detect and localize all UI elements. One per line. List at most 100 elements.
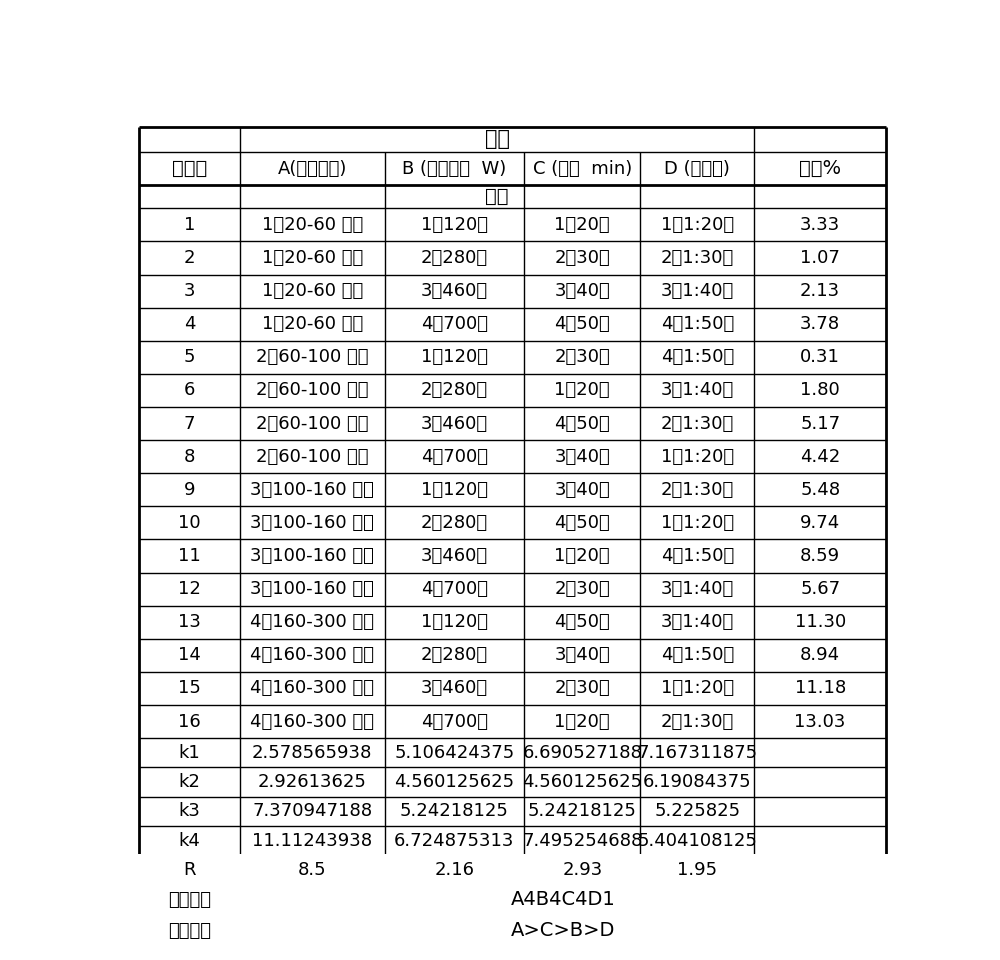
Text: 1（20）: 1（20） xyxy=(554,381,610,399)
Text: 4（160-300 目）: 4（160-300 目） xyxy=(250,646,374,664)
Text: A4B4C4D1: A4B4C4D1 xyxy=(511,890,615,909)
Text: 3（1:40）: 3（1:40） xyxy=(661,580,734,598)
Text: 6.690527188: 6.690527188 xyxy=(522,744,642,762)
Text: 4（50）: 4（50） xyxy=(554,415,610,433)
Text: B (微波功率  W): B (微波功率 W) xyxy=(402,159,507,178)
Text: 4（1:50）: 4（1:50） xyxy=(661,547,734,565)
Text: 11.30: 11.30 xyxy=(795,613,846,632)
Text: 1（1:20）: 1（1:20） xyxy=(661,216,734,234)
Text: 2（60-100 目）: 2（60-100 目） xyxy=(256,415,368,433)
Text: 1（120）: 1（120） xyxy=(421,481,488,499)
Text: 2（1:30）: 2（1:30） xyxy=(661,415,734,433)
Text: 7.167311875: 7.167311875 xyxy=(637,744,757,762)
Text: 5.24218125: 5.24218125 xyxy=(400,803,509,820)
Text: 4（1:50）: 4（1:50） xyxy=(661,348,734,367)
Text: k1: k1 xyxy=(178,744,200,762)
Text: 16: 16 xyxy=(178,712,201,731)
Text: 4.560125625: 4.560125625 xyxy=(394,773,514,791)
Text: 1（120）: 1（120） xyxy=(421,348,488,367)
Text: 试验号: 试验号 xyxy=(172,159,207,179)
Text: 4（700）: 4（700） xyxy=(421,580,488,598)
Text: 3（460）: 3（460） xyxy=(421,282,488,300)
Text: 6.724875313: 6.724875313 xyxy=(394,831,515,850)
Text: 1: 1 xyxy=(184,216,195,234)
Text: 1（20-60 目）: 1（20-60 目） xyxy=(262,315,363,333)
Text: 3（460）: 3（460） xyxy=(421,415,488,433)
Text: 5.404108125: 5.404108125 xyxy=(637,831,757,850)
Text: 1（20）: 1（20） xyxy=(554,712,610,731)
Text: 3（40）: 3（40） xyxy=(554,481,610,499)
Text: 13.03: 13.03 xyxy=(794,712,846,731)
Text: D (料水比): D (料水比) xyxy=(664,159,730,178)
Text: 1.07: 1.07 xyxy=(800,249,840,267)
Text: 3（460）: 3（460） xyxy=(421,680,488,698)
Text: 4（50）: 4（50） xyxy=(554,514,610,532)
Text: 2.92613625: 2.92613625 xyxy=(258,773,367,791)
Text: 2（1:30）: 2（1:30） xyxy=(661,712,734,731)
Text: 4（700）: 4（700） xyxy=(421,315,488,333)
Text: 2.16: 2.16 xyxy=(434,861,474,878)
Text: k2: k2 xyxy=(178,773,200,791)
Text: 0.31: 0.31 xyxy=(800,348,840,367)
Text: 2.578565938: 2.578565938 xyxy=(252,744,372,762)
Text: 1.80: 1.80 xyxy=(800,381,840,399)
Text: 1（20）: 1（20） xyxy=(554,216,610,234)
Text: 1（20-60 目）: 1（20-60 目） xyxy=(262,249,363,267)
Text: 11: 11 xyxy=(178,547,201,565)
Text: 3.78: 3.78 xyxy=(800,315,840,333)
Text: 2（30）: 2（30） xyxy=(554,249,610,267)
Text: 4（50）: 4（50） xyxy=(554,613,610,632)
Text: 11.11243938: 11.11243938 xyxy=(252,831,372,850)
Text: 1（1:20）: 1（1:20） xyxy=(661,447,734,466)
Text: 9.74: 9.74 xyxy=(800,514,840,532)
Text: 1（20-60 目）: 1（20-60 目） xyxy=(262,216,363,234)
Text: 15: 15 xyxy=(178,680,201,698)
Text: 3: 3 xyxy=(184,282,195,300)
Text: 主次因素: 主次因素 xyxy=(168,922,211,940)
Text: 2（1:30）: 2（1:30） xyxy=(661,249,734,267)
Text: C (时间  min): C (时间 min) xyxy=(533,159,632,178)
Text: 2（60-100 目）: 2（60-100 目） xyxy=(256,381,368,399)
Text: 5.24218125: 5.24218125 xyxy=(528,803,637,820)
Text: 3（40）: 3（40） xyxy=(554,646,610,664)
Text: 4.42: 4.42 xyxy=(800,447,840,466)
Text: 2.13: 2.13 xyxy=(800,282,840,300)
Text: 3（1:40）: 3（1:40） xyxy=(661,613,734,632)
Text: 2（1:30）: 2（1:30） xyxy=(661,481,734,499)
Text: 2（280）: 2（280） xyxy=(421,249,488,267)
Text: R: R xyxy=(183,861,196,878)
Text: 1（120）: 1（120） xyxy=(421,613,488,632)
Text: 4（160-300 目）: 4（160-300 目） xyxy=(250,680,374,698)
Text: 8: 8 xyxy=(184,447,195,466)
Text: 2.93: 2.93 xyxy=(562,861,602,878)
Text: 2（60-100 目）: 2（60-100 目） xyxy=(256,447,368,466)
Text: 8.59: 8.59 xyxy=(800,547,840,565)
Text: 因素: 因素 xyxy=(484,130,510,150)
Text: 1（1:20）: 1（1:20） xyxy=(661,514,734,532)
Text: 7: 7 xyxy=(184,415,195,433)
Text: 8.94: 8.94 xyxy=(800,646,840,664)
Text: 3（1:40）: 3（1:40） xyxy=(661,282,734,300)
Text: 4（50）: 4（50） xyxy=(554,315,610,333)
Text: 4: 4 xyxy=(184,315,195,333)
Text: 1（120）: 1（120） xyxy=(421,216,488,234)
Text: 7.495254688: 7.495254688 xyxy=(522,831,642,850)
Text: 5.106424375: 5.106424375 xyxy=(394,744,514,762)
Text: 2（30）: 2（30） xyxy=(554,680,610,698)
Text: 1（1:20）: 1（1:20） xyxy=(661,680,734,698)
Text: 1.95: 1.95 xyxy=(677,861,717,878)
Text: 4（1:50）: 4（1:50） xyxy=(661,315,734,333)
Text: 6: 6 xyxy=(184,381,195,399)
Text: 3（40）: 3（40） xyxy=(554,282,610,300)
Text: 14: 14 xyxy=(178,646,201,664)
Text: 3（100-160 目）: 3（100-160 目） xyxy=(250,547,374,565)
Text: 5.67: 5.67 xyxy=(800,580,840,598)
Text: 13: 13 xyxy=(178,613,201,632)
Text: 4（160-300 目）: 4（160-300 目） xyxy=(250,613,374,632)
Text: 5.48: 5.48 xyxy=(800,481,840,499)
Text: 5.225825: 5.225825 xyxy=(654,803,740,820)
Text: 得率%: 得率% xyxy=(799,159,841,179)
Text: 3（40）: 3（40） xyxy=(554,447,610,466)
Text: 6.19084375: 6.19084375 xyxy=(643,773,752,791)
Text: 4（1:50）: 4（1:50） xyxy=(661,646,734,664)
